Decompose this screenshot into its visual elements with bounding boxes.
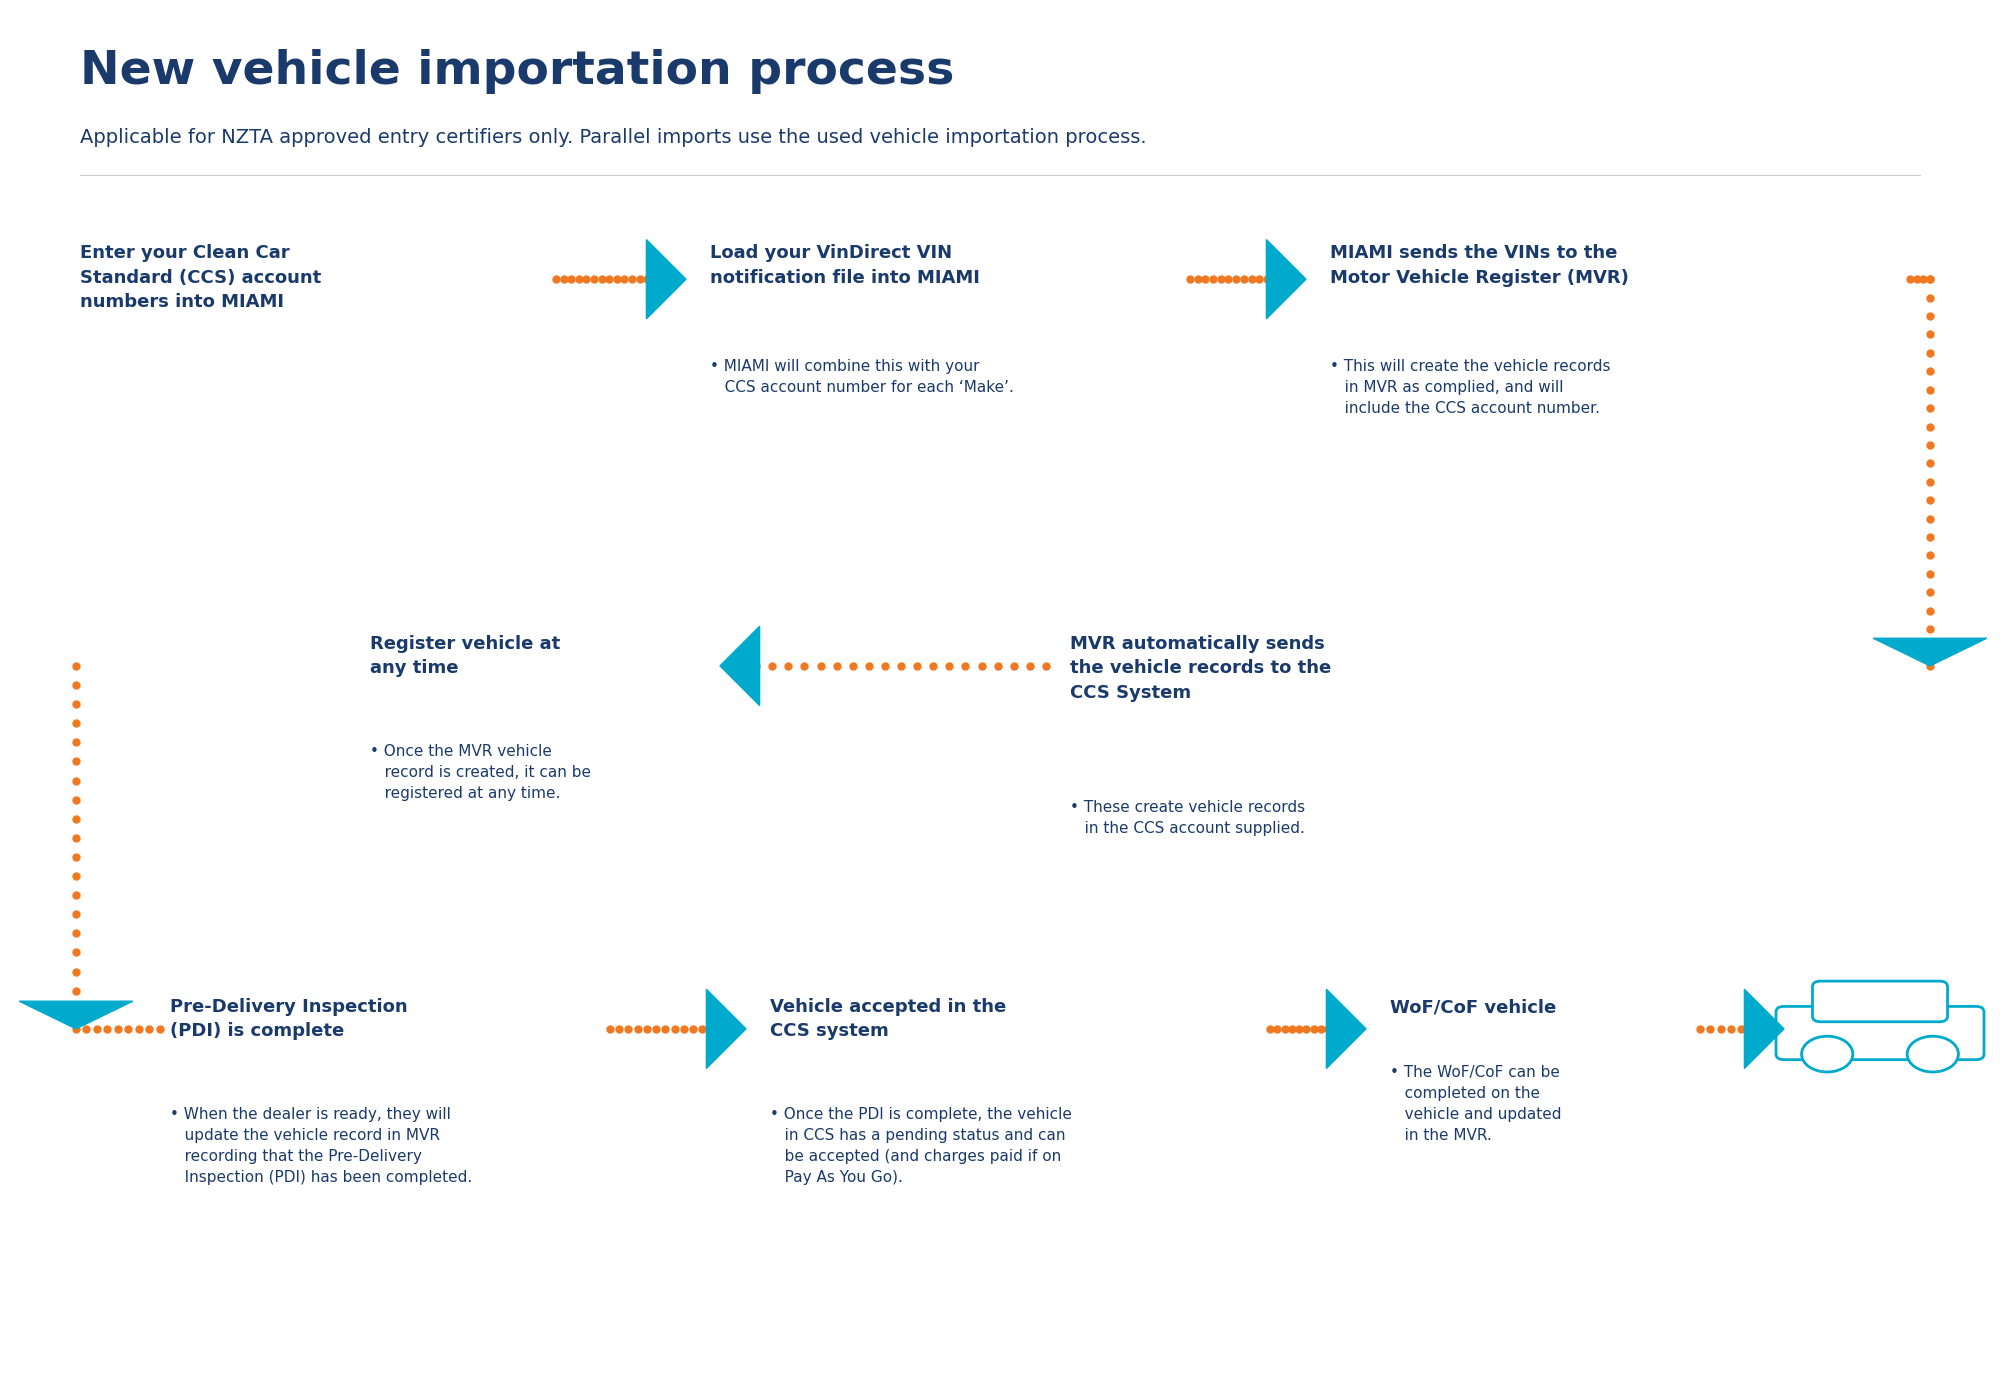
Text: MIAMI sends the VINs to the
Motor Vehicle Register (MVR): MIAMI sends the VINs to the Motor Vehicl… — [1330, 244, 1628, 286]
Polygon shape — [720, 627, 760, 705]
Text: • These create vehicle records
   in the CCS account supplied.: • These create vehicle records in the CC… — [1070, 800, 1306, 836]
Polygon shape — [1874, 638, 1986, 666]
Polygon shape — [646, 240, 686, 318]
Text: New vehicle importation process: New vehicle importation process — [80, 49, 954, 94]
Text: • MIAMI will combine this with your
   CCS account number for each ‘Make’.: • MIAMI will combine this with your CCS … — [710, 359, 1014, 395]
Text: • Once the MVR vehicle
   record is created, it can be
   registered at any time: • Once the MVR vehicle record is created… — [370, 744, 592, 801]
Text: • The WoF/CoF can be
   completed on the
   vehicle and updated
   in the MVR.: • The WoF/CoF can be completed on the ve… — [1390, 1065, 1562, 1143]
Text: Pre-Delivery Inspection
(PDI) is complete: Pre-Delivery Inspection (PDI) is complet… — [170, 998, 408, 1040]
Circle shape — [1908, 1036, 1958, 1072]
Text: Register vehicle at
any time: Register vehicle at any time — [370, 635, 560, 677]
Polygon shape — [20, 1001, 132, 1029]
Polygon shape — [1266, 240, 1306, 318]
FancyBboxPatch shape — [1812, 981, 1948, 1022]
Polygon shape — [706, 990, 746, 1068]
Circle shape — [1802, 1036, 1852, 1072]
FancyBboxPatch shape — [1776, 1007, 1984, 1060]
Text: Vehicle accepted in the
CCS system: Vehicle accepted in the CCS system — [770, 998, 1006, 1040]
Text: • Once the PDI is complete, the vehicle
   in CCS has a pending status and can
 : • Once the PDI is complete, the vehicle … — [770, 1107, 1072, 1185]
Text: WoF/CoF vehicle: WoF/CoF vehicle — [1390, 998, 1556, 1016]
Text: • When the dealer is ready, they will
   update the vehicle record in MVR
   rec: • When the dealer is ready, they will up… — [170, 1107, 472, 1185]
Text: Applicable for NZTA approved entry certifiers only. Parallel imports use the use: Applicable for NZTA approved entry certi… — [80, 128, 1146, 148]
Text: Enter your Clean Car
Standard (CCS) account
numbers into MIAMI: Enter your Clean Car Standard (CCS) acco… — [80, 244, 322, 311]
Text: MVR automatically sends
the vehicle records to the
CCS System: MVR automatically sends the vehicle reco… — [1070, 635, 1332, 702]
Text: Load your VinDirect VIN
notification file into MIAMI: Load your VinDirect VIN notification fil… — [710, 244, 980, 286]
Polygon shape — [1744, 990, 1784, 1068]
Text: • This will create the vehicle records
   in MVR as complied, and will
   includ: • This will create the vehicle records i… — [1330, 359, 1610, 416]
Polygon shape — [1326, 990, 1366, 1068]
